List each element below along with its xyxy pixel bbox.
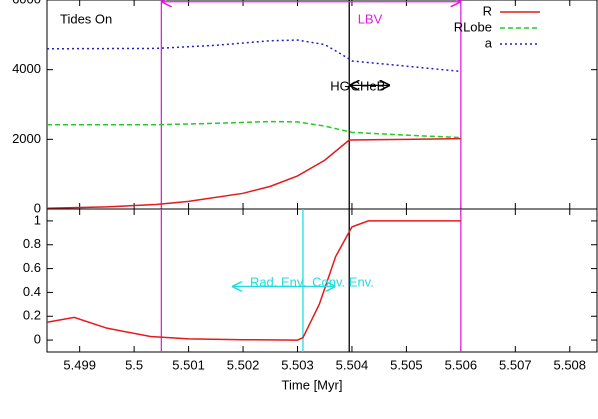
x-tick-label: 5.508 (553, 357, 586, 372)
x-axis-label: Time [Myr] (282, 377, 343, 392)
y-tick-label: 6000 (12, 0, 41, 6)
x-tick-label: 5.506 (445, 357, 478, 372)
series-line (47, 120, 461, 139)
y-tick-label: 2000 (12, 131, 41, 146)
series-line (46, 39, 461, 73)
plot-frame (46, 208, 598, 353)
x-tick-label: 5.504 (336, 357, 369, 372)
x-tick-label: 5.499 (63, 357, 96, 372)
annotation: Tides On (60, 11, 112, 26)
annotation: Conv. Env. (312, 274, 374, 289)
legend-label: R (483, 3, 492, 18)
y-tick-label: 0.4 (23, 284, 41, 299)
legend-label: a (485, 35, 493, 50)
plot-frame (46, 0, 598, 210)
x-tick-label: 5.5 (125, 357, 143, 372)
y-tick-label: 0.8 (23, 236, 41, 251)
x-tick-label: 5.503 (281, 357, 314, 372)
y-tick-label: 0.6 (23, 260, 41, 275)
x-tick-label: 5.505 (390, 357, 423, 372)
y-tick-label: 0 (34, 200, 41, 215)
x-tick-label: 5.507 (499, 357, 532, 372)
x-tick-label: 5.502 (227, 357, 260, 372)
annotation: HG (330, 78, 350, 93)
annotation: Rad. Env. (250, 274, 306, 289)
legend-label: RLobe (454, 19, 492, 34)
x-tick-label: 5.501 (172, 357, 205, 372)
y-tick-label: 0 (34, 332, 41, 347)
y-tick-label: 0.2 (23, 308, 41, 323)
annotation: CHeB (351, 78, 386, 93)
series-line (46, 220, 461, 341)
annotation: LBV (358, 11, 383, 26)
series-line (46, 137, 461, 210)
y-tick-label: 1 (34, 212, 41, 227)
y-tick-label: 4000 (12, 61, 41, 76)
